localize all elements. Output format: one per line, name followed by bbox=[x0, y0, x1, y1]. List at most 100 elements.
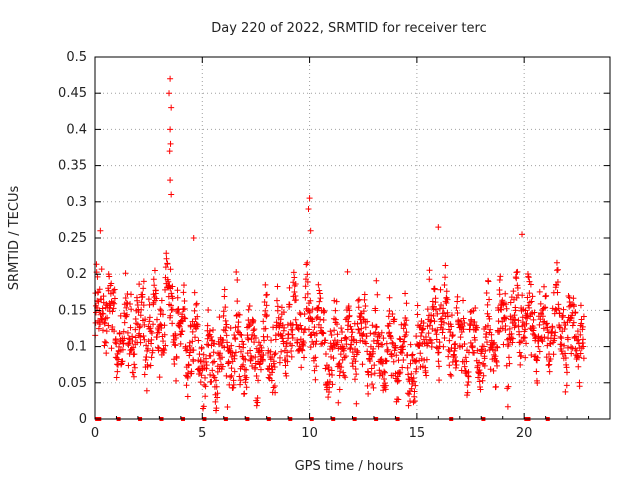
data-point bbox=[236, 311, 243, 318]
data-point bbox=[167, 177, 174, 184]
data-point bbox=[457, 318, 464, 325]
data-point bbox=[443, 300, 450, 307]
data-point bbox=[131, 364, 138, 371]
data-point bbox=[306, 195, 313, 202]
data-point bbox=[368, 371, 375, 378]
data-point bbox=[129, 337, 136, 344]
data-point bbox=[291, 288, 298, 295]
data-point bbox=[296, 309, 303, 316]
data-point bbox=[115, 356, 122, 363]
data-point bbox=[515, 317, 522, 324]
data-point bbox=[403, 329, 410, 336]
data-point bbox=[137, 333, 144, 340]
data-point bbox=[246, 321, 253, 328]
data-point bbox=[161, 347, 168, 354]
data-point bbox=[445, 346, 452, 353]
data-point bbox=[412, 358, 419, 365]
data-point bbox=[245, 306, 252, 313]
data-point bbox=[189, 328, 196, 335]
data-point bbox=[480, 343, 487, 350]
data-point bbox=[382, 369, 389, 376]
data-point bbox=[441, 282, 448, 289]
data-point bbox=[128, 291, 135, 298]
data-point bbox=[183, 382, 190, 389]
data-point bbox=[399, 346, 406, 353]
data-point bbox=[138, 306, 145, 313]
data-point bbox=[471, 318, 478, 325]
data-point bbox=[260, 351, 267, 358]
data-point bbox=[520, 334, 527, 341]
data-point bbox=[207, 352, 214, 359]
data-point bbox=[464, 389, 471, 396]
y-tick-label: 0.4 bbox=[66, 122, 87, 137]
data-point bbox=[414, 311, 421, 318]
data-point bbox=[394, 378, 401, 385]
data-point bbox=[213, 383, 220, 390]
data-point bbox=[113, 340, 120, 347]
data-point bbox=[545, 362, 552, 369]
data-point bbox=[286, 301, 293, 308]
data-point bbox=[550, 351, 557, 358]
data-point bbox=[434, 310, 441, 317]
data-point bbox=[328, 353, 335, 360]
data-point bbox=[213, 405, 220, 412]
data-point bbox=[171, 341, 178, 348]
data-point bbox=[333, 298, 340, 305]
data-point bbox=[412, 382, 419, 389]
data-point bbox=[99, 327, 106, 334]
data-point bbox=[222, 317, 229, 324]
data-point bbox=[354, 320, 361, 327]
data-point bbox=[301, 311, 308, 318]
data-point bbox=[474, 324, 481, 331]
data-point bbox=[252, 335, 259, 342]
data-point bbox=[292, 280, 299, 287]
data-point bbox=[330, 355, 337, 362]
data-point bbox=[167, 126, 174, 133]
data-point bbox=[453, 304, 460, 311]
data-point bbox=[348, 326, 355, 333]
data-point bbox=[351, 376, 358, 383]
data-point bbox=[111, 286, 118, 293]
data-point bbox=[527, 281, 534, 288]
data-point bbox=[315, 321, 322, 328]
data-point bbox=[264, 333, 271, 340]
data-point bbox=[289, 326, 296, 333]
data-point bbox=[154, 316, 161, 323]
data-point bbox=[470, 322, 477, 329]
data-point bbox=[122, 270, 129, 277]
data-point bbox=[558, 348, 565, 355]
data-point bbox=[349, 360, 356, 367]
data-point bbox=[463, 358, 470, 365]
data-point bbox=[384, 346, 391, 353]
data-point bbox=[237, 381, 244, 388]
data-point bbox=[436, 363, 443, 370]
data-point bbox=[516, 349, 523, 356]
data-point bbox=[509, 335, 516, 342]
data-point bbox=[174, 294, 181, 301]
data-point bbox=[522, 326, 529, 333]
data-point bbox=[429, 298, 436, 305]
data-point bbox=[403, 300, 410, 307]
data-point bbox=[568, 350, 575, 357]
data-point bbox=[523, 320, 530, 327]
data-point bbox=[312, 341, 319, 348]
data-point bbox=[320, 316, 327, 323]
x-tick-label: 15 bbox=[409, 426, 426, 441]
data-point bbox=[400, 325, 407, 332]
data-point bbox=[371, 370, 378, 377]
data-point bbox=[136, 330, 143, 337]
data-point bbox=[492, 383, 499, 390]
data-point bbox=[368, 365, 375, 372]
data-point bbox=[537, 300, 544, 307]
data-point bbox=[336, 386, 343, 393]
data-point bbox=[547, 356, 554, 363]
data-point bbox=[502, 322, 509, 329]
data-point bbox=[505, 341, 512, 348]
data-point bbox=[222, 304, 229, 311]
data-point bbox=[228, 372, 235, 379]
data-point bbox=[526, 278, 533, 285]
data-point bbox=[238, 348, 245, 355]
data-point bbox=[250, 317, 257, 324]
data-point bbox=[543, 292, 550, 299]
